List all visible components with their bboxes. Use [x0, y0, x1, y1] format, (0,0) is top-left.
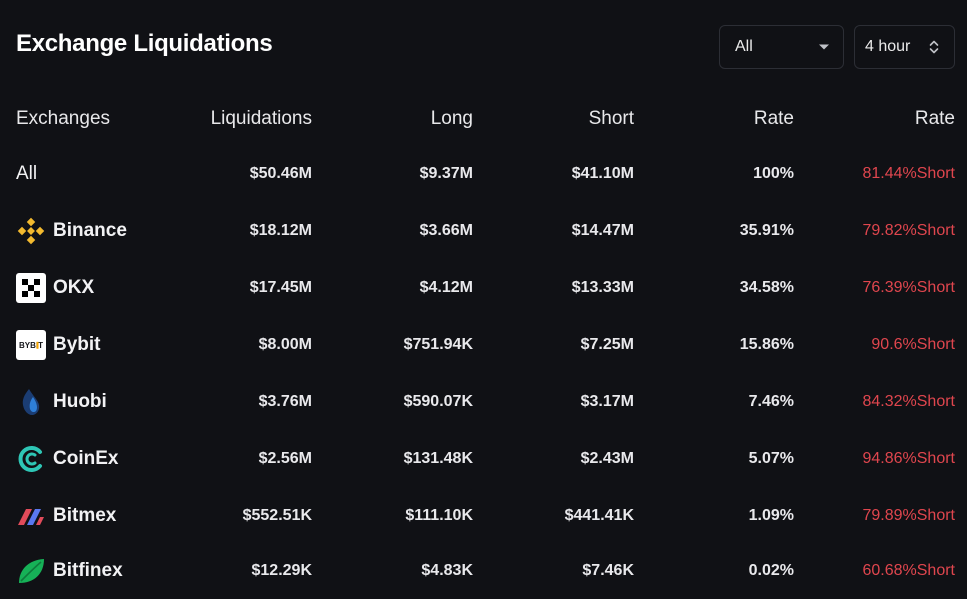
exchange-name: Huobi: [53, 390, 107, 412]
page-title: Exchange Liquidations: [16, 30, 273, 57]
exchange-cell: Bitmex: [16, 500, 116, 532]
table-row-all[interactable]: All $50.46M $9.37M $41.10M 100% 81.44%Sh…: [0, 145, 967, 202]
exchange-name: Bitmex: [53, 504, 117, 526]
table-row-coinex[interactable]: CoinEx $2.56M $131.48K $2.43M 5.07% 94.8…: [0, 430, 967, 487]
short-value: $7.25M: [580, 335, 634, 353]
short-rate-value: 60.68%Short: [862, 561, 955, 579]
exchange-cell: CoinEx: [16, 443, 118, 475]
bitmex-logo-icon: [16, 501, 46, 531]
bybit-logo-icon: BYBIT: [16, 329, 46, 360]
exchange-filter-dropdown[interactable]: All: [719, 25, 844, 69]
liquidations-value: $17.45M: [249, 278, 312, 296]
liquidations-value: $552.51K: [242, 506, 312, 524]
long-value: $131.48K: [403, 449, 473, 467]
rate-value: 34.58%: [739, 278, 794, 296]
exchange-name: CoinEx: [53, 447, 119, 469]
long-value: $111.10K: [405, 506, 473, 524]
liquidations-value: $8.00M: [258, 335, 312, 353]
long-value: $3.66M: [419, 221, 473, 239]
exchange-name: All: [16, 162, 38, 184]
short-value: $41.10M: [571, 164, 634, 182]
table-row-huobi[interactable]: Huobi $3.76M $590.07K $3.17M 7.46% 84.32…: [0, 373, 967, 430]
short-value: $13.33M: [571, 278, 634, 296]
long-value: $4.12M: [419, 278, 473, 296]
exchange-cell: Bitfinex: [16, 555, 123, 587]
table-row-okx[interactable]: OKX $17.45M $4.12M $13.33M 34.58% 76.39%…: [0, 259, 967, 316]
rate-value: 7.46%: [748, 392, 794, 410]
column-header-liquidations[interactable]: Liquidations: [210, 108, 312, 129]
table-row-bitmex[interactable]: Bitmex $552.51K $111.10K $441.41K 1.09% …: [0, 487, 967, 544]
long-value: $4.83K: [421, 561, 473, 579]
bybit-logo-text: BYBIT: [19, 341, 43, 350]
time-period-select[interactable]: 4 hour: [854, 25, 955, 69]
short-value: $7.46K: [582, 561, 634, 579]
rate-value: 15.86%: [739, 335, 794, 353]
column-header-short-rate[interactable]: Rate: [914, 108, 955, 129]
short-rate-value: 90.6%Short: [871, 335, 955, 353]
exchange-cell: OKX: [16, 272, 94, 304]
liquidations-value: $2.56M: [258, 449, 312, 467]
liquidations-value: $18.12M: [249, 221, 312, 239]
exchange-name: Bybit: [53, 333, 101, 355]
exchange-name: Bitfinex: [53, 559, 123, 581]
rate-value: 1.09%: [748, 506, 794, 524]
exchange-cell: Binance: [16, 215, 127, 247]
short-rate-value: 94.86%Short: [862, 449, 955, 467]
rate-value: 5.07%: [748, 449, 794, 467]
exchange-cell: Huobi: [16, 386, 107, 418]
column-header-exchanges[interactable]: Exchanges: [16, 108, 111, 129]
long-value: $751.94K: [403, 335, 473, 353]
exchange-name: Binance: [53, 219, 127, 241]
column-header-long[interactable]: Long: [430, 108, 473, 129]
short-value: $2.43M: [580, 449, 634, 467]
exchange-cell: All: [16, 158, 37, 190]
short-rate-value: 81.44%Short: [862, 164, 955, 182]
long-value: $9.37M: [419, 164, 473, 182]
short-value: $441.41K: [564, 506, 634, 524]
okx-logo-icon: [16, 272, 46, 303]
short-rate-value: 84.32%Short: [862, 392, 955, 410]
table-row-bitfinex[interactable]: Bitfinex $12.29K $4.83K $7.46K 0.02% 60.…: [0, 542, 967, 599]
bitfinex-logo-icon: [16, 556, 46, 586]
rate-value: 100%: [753, 164, 794, 182]
time-period-value: 4 hour: [865, 38, 911, 55]
rate-value: 0.02%: [748, 561, 794, 579]
liquidations-value: $50.46M: [249, 164, 312, 182]
liquidations-value: $12.29K: [251, 561, 313, 579]
caret-down-icon: [819, 44, 829, 50]
short-rate-value: 79.82%Short: [862, 221, 955, 239]
long-value: $590.07K: [403, 392, 473, 410]
rate-value: 35.91%: [739, 221, 794, 239]
column-header-short[interactable]: Short: [588, 108, 634, 129]
short-rate-value: 76.39%Short: [862, 278, 955, 296]
liquidations-value: $3.76M: [258, 392, 312, 410]
exchange-filter-value: All: [735, 38, 753, 55]
updown-chevron-icon: [929, 40, 939, 54]
table-row-bybit[interactable]: BYBIT Bybit $8.00M $751.94K $7.25M 15.86…: [0, 316, 967, 373]
huobi-logo-icon: [16, 387, 46, 417]
short-value: $14.47M: [571, 221, 634, 239]
binance-logo-icon: [16, 216, 46, 246]
column-header-rate[interactable]: Rate: [753, 108, 794, 129]
exchange-cell: BYBIT Bybit: [16, 329, 101, 361]
short-rate-value: 79.89%Short: [862, 506, 955, 524]
exchange-name: OKX: [53, 276, 95, 298]
short-value: $3.17M: [580, 392, 634, 410]
table-row-binance[interactable]: Binance $18.12M $3.66M $14.47M 35.91% 79…: [0, 202, 967, 259]
coinex-logo-icon: [16, 444, 46, 474]
